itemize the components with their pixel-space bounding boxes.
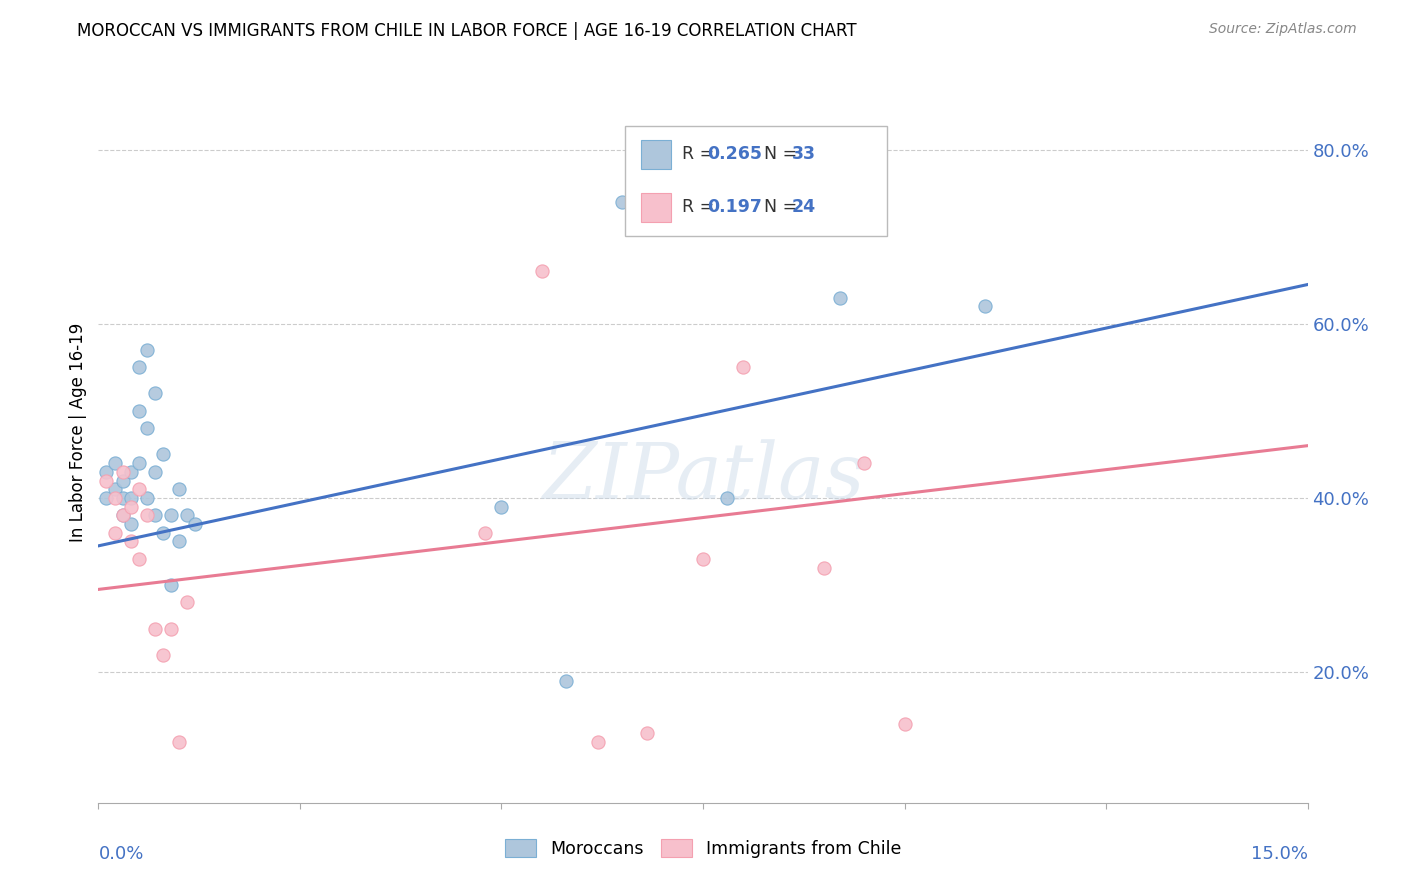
Point [103,482,125,496]
Point [135,421,157,435]
Y-axis label: In Labor Force | Age 16-19: In Labor Force | Age 16-19 [69,323,87,542]
Point [974,299,997,313]
Point [176,508,198,523]
Legend: Moroccans, Immigrants from Chile: Moroccans, Immigrants from Chile [498,832,908,864]
Text: R =: R = [682,145,720,163]
Point [160,578,183,592]
Point [813,560,835,574]
Point [184,517,207,532]
Text: 0.0%: 0.0% [98,845,143,863]
Point [135,508,157,523]
Point [586,735,609,749]
Text: 33: 33 [792,145,815,163]
Text: 0.197: 0.197 [707,199,762,217]
Point [111,508,134,523]
Point [893,717,915,731]
Point [111,491,134,505]
Point [103,456,125,470]
Text: N =: N = [763,199,803,217]
Point [111,474,134,488]
Point [103,525,125,540]
Point [167,482,190,496]
Point [152,648,174,662]
Point [120,491,142,505]
Point [853,456,876,470]
Point [692,552,714,566]
Point [128,456,150,470]
Point [733,360,755,375]
Point [120,465,142,479]
Point [160,508,183,523]
Point [143,386,166,401]
Point [143,465,166,479]
Point [167,534,190,549]
Point [530,264,553,278]
Text: N =: N = [763,145,803,163]
Point [160,622,183,636]
Text: 24: 24 [792,199,815,217]
Text: 15.0%: 15.0% [1250,845,1308,863]
Point [555,673,578,688]
Text: MOROCCAN VS IMMIGRANTS FROM CHILE IN LABOR FORCE | AGE 16-19 CORRELATION CHART: MOROCCAN VS IMMIGRANTS FROM CHILE IN LAB… [77,22,856,40]
Text: Source: ZipAtlas.com: Source: ZipAtlas.com [1209,22,1357,37]
Point [167,735,190,749]
Point [120,517,142,532]
Text: 0.265: 0.265 [707,145,762,163]
Point [474,525,496,540]
Point [111,508,134,523]
Point [96,474,118,488]
Point [143,622,166,636]
Point [716,491,738,505]
Text: ZIPatlas: ZIPatlas [541,439,865,516]
Point [828,291,851,305]
Point [176,595,198,609]
Point [128,552,150,566]
Text: R =: R = [682,199,720,217]
Point [143,508,166,523]
Point [128,404,150,418]
Point [636,726,658,740]
Point [120,534,142,549]
Point [135,343,157,357]
Point [96,465,118,479]
Point [612,194,634,209]
Point [111,465,134,479]
Point [128,360,150,375]
Point [152,447,174,461]
Point [135,491,157,505]
Point [96,491,118,505]
Point [103,491,125,505]
Point [120,500,142,514]
Point [152,525,174,540]
Point [128,482,150,496]
Point [491,500,513,514]
